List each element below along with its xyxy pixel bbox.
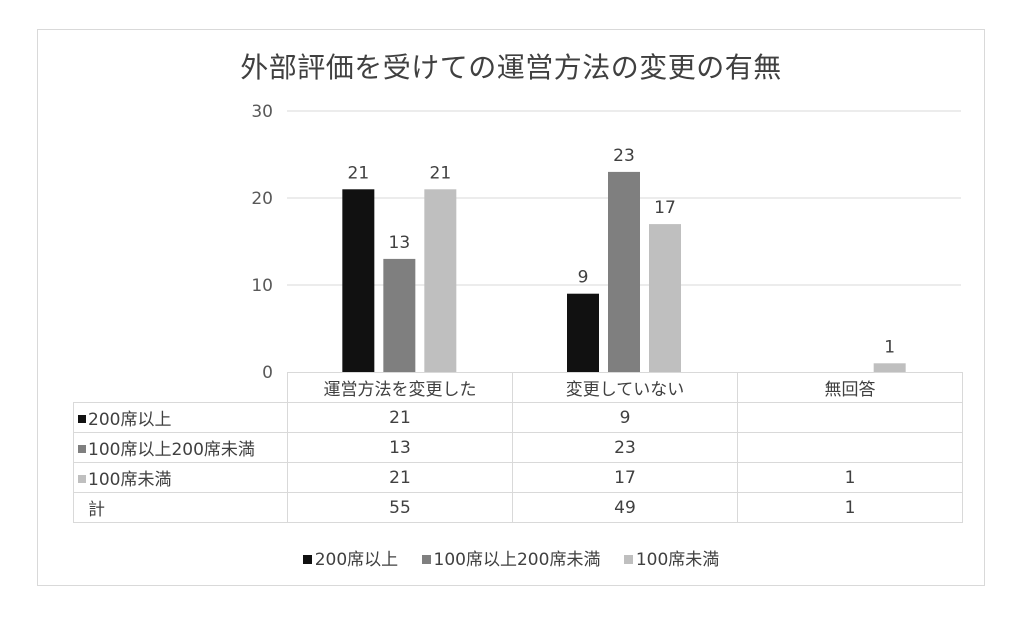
series-row-label: 200席以上 xyxy=(73,402,288,433)
legend-swatch-icon xyxy=(302,555,312,564)
table-header-row: 運営方法を変更した 変更していない 無回答 xyxy=(73,372,963,403)
legend-label: 100席以上200席未満 xyxy=(433,550,601,570)
series-row-label: 100席未満 xyxy=(73,462,288,493)
bar xyxy=(608,171,640,372)
series-key-icon xyxy=(78,415,86,423)
data-table: 運営方法を変更した 変更していない 無回答 200席以上 21 9 100席以上… xyxy=(73,372,963,523)
data-label: 17 xyxy=(654,198,676,218)
data-label: 1 xyxy=(884,337,895,357)
legend: 200席以上 100席以上200席未満 100席未満 xyxy=(37,545,985,570)
chart-frame xyxy=(37,29,985,586)
table-cell: 21 xyxy=(287,402,513,433)
table-corner xyxy=(73,372,288,403)
legend-label: 100席未満 xyxy=(635,550,720,570)
legend-item: 100席未満 xyxy=(623,545,720,570)
series-name: 100席以上200席未満 xyxy=(88,440,255,460)
table-cell: 9 xyxy=(512,402,738,433)
table-cell xyxy=(737,432,963,463)
data-label: 21 xyxy=(348,163,370,183)
table-cell: 21 xyxy=(287,462,513,493)
bar xyxy=(649,224,681,372)
table-cell: 17 xyxy=(512,462,738,493)
legend-item: 200席以上 xyxy=(302,545,399,570)
table-cell: 13 xyxy=(287,432,513,463)
series-key-icon xyxy=(78,445,86,453)
table-cell xyxy=(737,402,963,433)
category-label: 無回答 xyxy=(737,372,963,403)
series-row-label: 100席以上200席未満 xyxy=(73,432,288,463)
data-label: 21 xyxy=(430,163,452,183)
table-row: 200席以上 21 9 xyxy=(73,402,963,433)
chart-title: 外部評価を受けての運営方法の変更の有無 xyxy=(240,51,782,84)
table-row: 100席以上200席未満 13 23 xyxy=(73,432,963,463)
series-key-icon xyxy=(78,475,86,483)
y-tick-label: 10 xyxy=(251,276,273,296)
table-total-row: 計 55 49 1 xyxy=(73,492,963,523)
table-cell: 1 xyxy=(737,462,963,493)
category-label: 変更していない xyxy=(512,372,738,403)
data-label: 9 xyxy=(578,268,589,288)
legend-swatch-icon xyxy=(421,555,431,564)
category-label: 運営方法を変更した xyxy=(287,372,513,403)
series-name: 200席以上 xyxy=(88,410,172,430)
total-label: 計 xyxy=(73,492,288,523)
bar xyxy=(424,189,457,372)
total-cell: 55 xyxy=(287,492,513,523)
legend-swatch-icon xyxy=(623,555,633,564)
legend-label: 200席以上 xyxy=(314,550,399,570)
total-cell: 1 xyxy=(737,492,963,523)
series-name: 100席未満 xyxy=(88,470,172,490)
bar xyxy=(873,363,906,372)
data-label: 23 xyxy=(613,146,635,166)
table-cell: 23 xyxy=(512,432,738,463)
data-label: 13 xyxy=(389,233,411,253)
y-tick-label: 30 xyxy=(251,102,273,122)
total-cell: 49 xyxy=(512,492,738,523)
legend-item: 100席以上200席未満 xyxy=(421,545,601,570)
bar xyxy=(383,258,416,372)
bar xyxy=(342,189,375,372)
bar xyxy=(567,293,599,372)
y-tick-label: 20 xyxy=(251,189,273,209)
table-row: 100席未満 21 17 1 xyxy=(73,462,963,493)
